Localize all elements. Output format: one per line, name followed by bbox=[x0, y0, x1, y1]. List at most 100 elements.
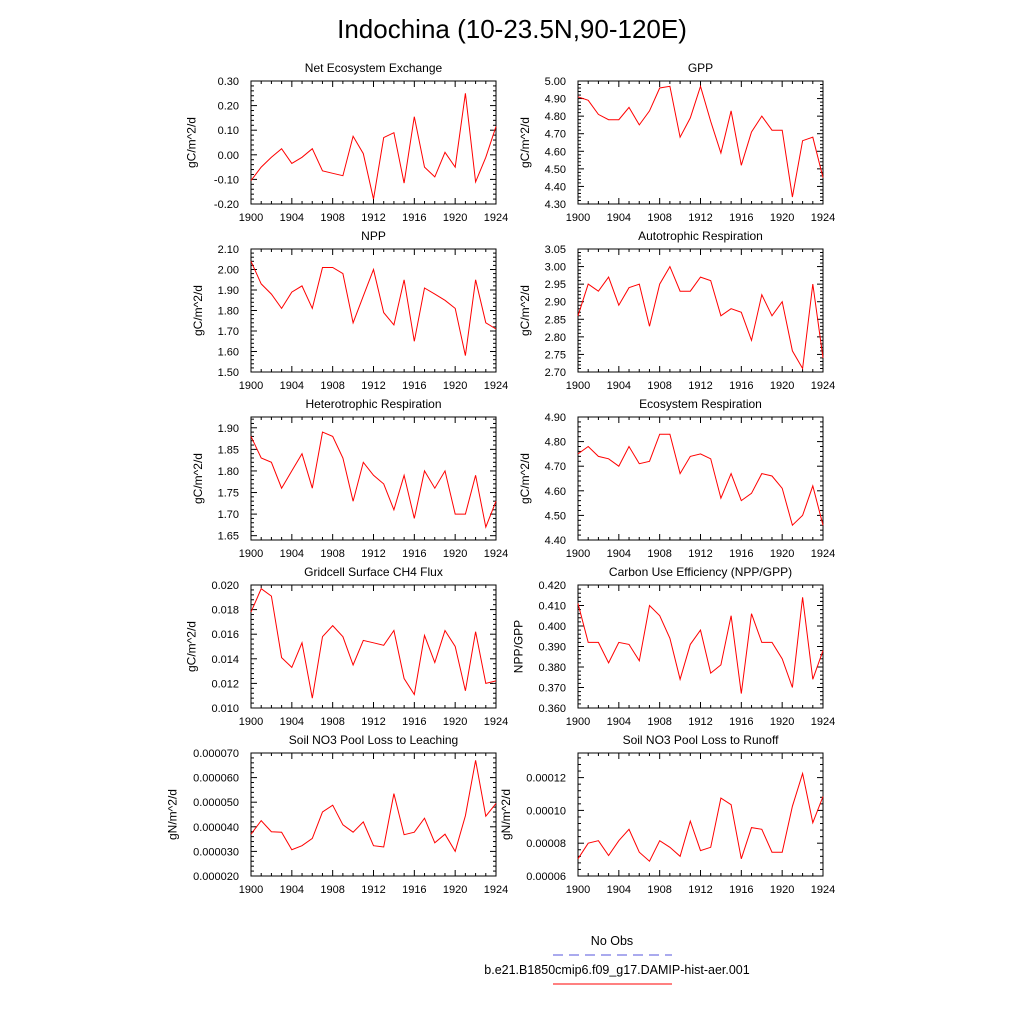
x-tick-label: 1924 bbox=[811, 548, 835, 560]
x-tick-label: 1908 bbox=[647, 212, 671, 224]
y-axis-label: gC/m^2/d bbox=[518, 117, 532, 168]
y-tick-label: 0.00010 bbox=[526, 805, 566, 817]
x-tick-label: 1924 bbox=[811, 716, 835, 728]
panel-title: GPP bbox=[688, 61, 713, 75]
series-line bbox=[577, 433, 824, 527]
x-tick-label: 1904 bbox=[280, 380, 304, 392]
series-line bbox=[250, 431, 497, 529]
y-tick-label: -0.10 bbox=[214, 174, 239, 186]
x-tick-label: 1900 bbox=[239, 716, 263, 728]
x-tick-label: 1920 bbox=[443, 716, 467, 728]
y-tick-label: 2.00 bbox=[218, 265, 239, 277]
chart-panel: Soil NO3 Pool Loss to Runoff 1900 1904 1908… bbox=[499, 733, 835, 896]
y-tick-label: 0.00012 bbox=[526, 773, 566, 785]
y-tick-label: 4.60 bbox=[545, 146, 566, 158]
y-tick-label: 0.000030 bbox=[193, 846, 239, 858]
y-tick-label: 1.50 bbox=[218, 367, 239, 379]
y-axis-label: gC/m^2/d bbox=[518, 285, 532, 336]
y-tick-label: 4.70 bbox=[545, 129, 566, 141]
y-tick-label: 4.50 bbox=[545, 164, 566, 176]
y-tick-label: 0.370 bbox=[538, 683, 566, 695]
y-tick-label: 0.360 bbox=[538, 703, 566, 715]
series-line bbox=[577, 597, 824, 694]
x-tick-label: 1912 bbox=[361, 212, 385, 224]
y-tick-label: 0.10 bbox=[218, 125, 239, 137]
x-tick-label: 1916 bbox=[402, 548, 426, 560]
x-tick-label: 1912 bbox=[688, 884, 712, 896]
y-tick-label: 0.400 bbox=[538, 621, 566, 633]
x-tick-label: 1912 bbox=[361, 716, 385, 728]
x-tick-label: 1908 bbox=[647, 548, 671, 560]
panel-title: Net Ecosystem Exchange bbox=[305, 61, 443, 75]
x-tick-label: 1900 bbox=[566, 212, 590, 224]
plot-frame bbox=[577, 752, 824, 877]
x-tick-label: 1924 bbox=[811, 212, 835, 224]
x-tick-label: 1912 bbox=[688, 380, 712, 392]
panel-title: Soil NO3 Pool Loss to Runoff bbox=[623, 733, 780, 747]
series-line bbox=[577, 84, 824, 198]
plot-frame bbox=[577, 248, 824, 373]
series-line bbox=[250, 587, 497, 699]
y-tick-label: 1.80 bbox=[218, 466, 239, 478]
x-tick-label: 1920 bbox=[770, 548, 794, 560]
x-tick-label: 1920 bbox=[443, 212, 467, 224]
x-tick-label: 1924 bbox=[484, 716, 508, 728]
x-tick-label: 1908 bbox=[647, 716, 671, 728]
y-tick-label: 1.80 bbox=[218, 306, 239, 318]
y-tick-label: 4.40 bbox=[545, 535, 566, 547]
x-tick-label: 1924 bbox=[484, 548, 508, 560]
panel-title: Heterotrophic Respiration bbox=[305, 397, 441, 411]
x-tick-label: 1904 bbox=[280, 716, 304, 728]
y-tick-label: 0.390 bbox=[538, 642, 566, 654]
y-tick-label: 1.65 bbox=[218, 531, 239, 543]
panel-title: Soil NO3 Pool Loss to Leaching bbox=[289, 733, 458, 747]
y-tick-label: 0.010 bbox=[211, 703, 239, 715]
x-tick-label: 1912 bbox=[361, 884, 385, 896]
x-tick-label: 1916 bbox=[402, 212, 426, 224]
chart-panel: Soil NO3 Pool Loss to Leaching 1900 1904 19… bbox=[166, 733, 509, 896]
y-tick-label: 1.70 bbox=[218, 509, 239, 521]
x-tick-label: 1900 bbox=[239, 884, 263, 896]
x-tick-label: 1900 bbox=[239, 212, 263, 224]
x-tick-label: 1924 bbox=[484, 212, 508, 224]
x-tick-label: 1904 bbox=[607, 548, 631, 560]
x-tick-label: 1904 bbox=[280, 548, 304, 560]
y-tick-label: 0.000050 bbox=[193, 797, 239, 809]
y-tick-label: 0.018 bbox=[211, 605, 239, 617]
y-tick-label: 1.75 bbox=[218, 488, 239, 500]
y-tick-label: 0.00008 bbox=[526, 838, 566, 850]
y-tick-label: 0.380 bbox=[538, 662, 566, 674]
y-axis-label: gC/m^2/d bbox=[191, 285, 205, 336]
x-tick-label: 1920 bbox=[770, 884, 794, 896]
series-line bbox=[250, 760, 497, 853]
x-tick-label: 1908 bbox=[320, 212, 344, 224]
x-tick-label: 1916 bbox=[402, 716, 426, 728]
y-tick-label: 0.000060 bbox=[193, 773, 239, 785]
series-line bbox=[250, 261, 497, 356]
x-tick-label: 1900 bbox=[239, 548, 263, 560]
chart-panel: GPP 1900 1904 1908 1912 1916 1920 1924 4.30 4.40 4… bbox=[518, 61, 835, 224]
chart-panel: Net Ecosystem Exchange 1900 1904 1908 1912 19… bbox=[185, 61, 509, 224]
x-tick-label: 1916 bbox=[729, 380, 753, 392]
x-tick-label: 1908 bbox=[320, 716, 344, 728]
y-tick-label: 2.90 bbox=[545, 297, 566, 309]
y-tick-label: 2.85 bbox=[545, 314, 566, 326]
x-tick-label: 1924 bbox=[811, 380, 835, 392]
y-tick-label: 0.000070 bbox=[193, 748, 239, 760]
x-tick-label: 1908 bbox=[320, 884, 344, 896]
chart-panel: Heterotrophic Respiration 1900 1904 1908 191… bbox=[191, 397, 508, 560]
panel-title: Carbon Use Efficiency (NPP/GPP) bbox=[609, 565, 792, 579]
plot-frame bbox=[250, 248, 497, 373]
x-tick-label: 1900 bbox=[239, 380, 263, 392]
x-tick-label: 1916 bbox=[402, 380, 426, 392]
x-tick-label: 1916 bbox=[729, 716, 753, 728]
y-tick-label: 4.90 bbox=[545, 412, 566, 424]
x-tick-label: 1908 bbox=[647, 884, 671, 896]
x-tick-label: 1916 bbox=[729, 884, 753, 896]
y-tick-label: 2.70 bbox=[545, 367, 566, 379]
y-axis-label: NPP/GPP bbox=[512, 620, 526, 673]
y-axis-label: gC/m^2/d bbox=[518, 453, 532, 504]
y-tick-label: 0.000020 bbox=[193, 871, 239, 883]
x-tick-label: 1924 bbox=[484, 380, 508, 392]
y-tick-label: 1.70 bbox=[218, 326, 239, 338]
